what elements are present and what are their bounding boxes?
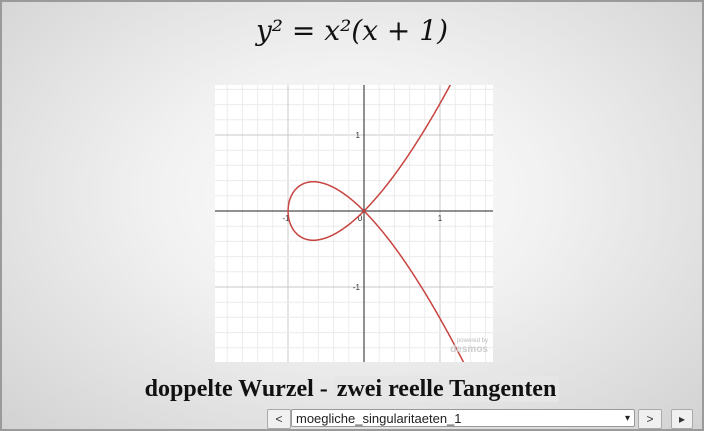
y-tick-label: 1: [356, 131, 361, 140]
caption-text: doppelte Wurzel -: [144, 376, 334, 402]
select-arrow: ▾: [624, 413, 630, 424]
caption-highlight: zwei reelle Tangenten: [333, 376, 560, 402]
y-tick-label: -1: [353, 283, 361, 292]
slide-select[interactable]: moegliche_singularitaeten_1 ▾: [291, 409, 635, 427]
select-value: moegliche_singularitaeten_1: [296, 411, 462, 426]
watermark: desmos: [450, 344, 488, 355]
prev-button[interactable]: <: [267, 409, 291, 429]
watermark: powered by: [457, 338, 488, 344]
formula: y² = x²(x + 1): [255, 14, 449, 47]
caption: doppelte Wurzel - zwei reelle Tangenten: [2, 376, 702, 403]
play-button[interactable]: ▸: [671, 409, 693, 429]
curve: [287, 85, 465, 362]
x-tick-label: 1: [438, 214, 443, 223]
x-tick-label: 0: [358, 214, 363, 223]
next-button[interactable]: >: [638, 409, 662, 429]
x-tick-label: -1: [282, 214, 290, 223]
graph-bg: [215, 85, 493, 362]
